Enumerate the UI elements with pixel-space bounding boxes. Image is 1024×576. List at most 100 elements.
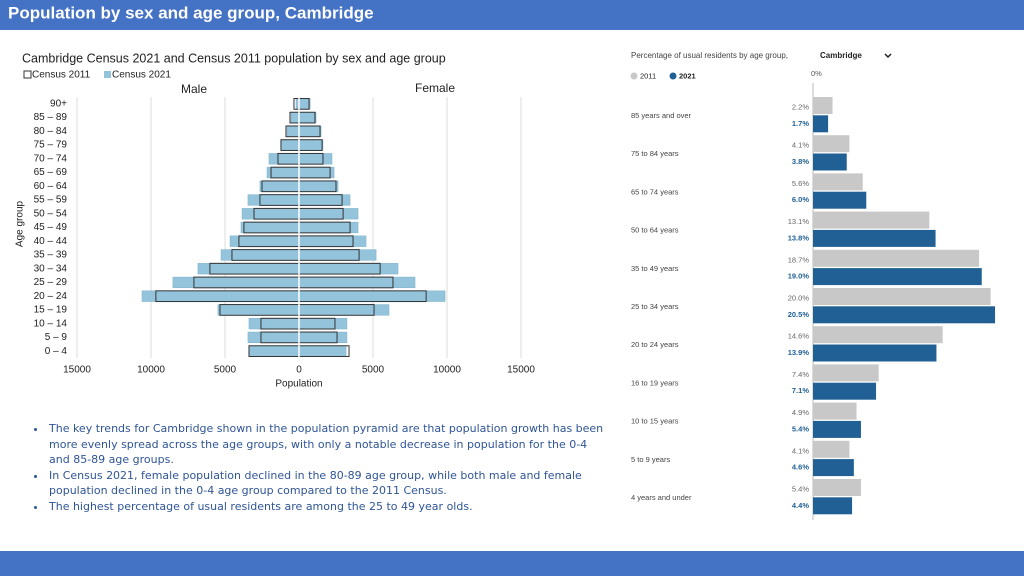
y-tick-label: 20 – 24: [34, 291, 68, 302]
bar: [298, 345, 347, 357]
legend-label: 2021: [679, 71, 696, 80]
y-tick-label: 5 – 9: [45, 332, 68, 343]
y-tick-label: 16 to 19 years: [631, 378, 679, 387]
bar: [298, 331, 348, 344]
value-label: 6.0%: [792, 195, 809, 204]
value-label: 4.1%: [792, 446, 809, 455]
x-tick-label: 5000: [362, 365, 385, 376]
bar: [298, 125, 322, 137]
bar: [298, 98, 311, 110]
notes: The key trends for Cambridge shown in th…: [30, 421, 607, 515]
value-label: 19.0%: [788, 272, 810, 281]
male-label: Male: [181, 82, 207, 96]
legend-swatch: [104, 71, 111, 78]
bar: [298, 139, 324, 151]
value-label: 20.0%: [788, 293, 810, 302]
bar: [298, 208, 359, 220]
bar: [298, 111, 317, 124]
y-tick-label: 50 to 64 years: [631, 226, 679, 235]
y-tick-label: 35 – 39: [34, 250, 68, 261]
bar: [813, 497, 853, 515]
y-tick-label: 20 to 24 years: [631, 340, 679, 349]
bar: [813, 479, 861, 496]
area-selector[interactable]: Cambridge: [820, 51, 862, 60]
bar: [813, 229, 936, 247]
bar: [813, 306, 996, 324]
value-label: 1.7%: [792, 119, 809, 128]
bar: [813, 97, 833, 114]
bar: [298, 318, 348, 330]
bar: [298, 235, 367, 247]
note: The highest percentage of usual resident…: [47, 499, 607, 515]
bar: [813, 268, 982, 286]
value-label: 7.1%: [792, 386, 809, 395]
bar: [298, 304, 390, 316]
footer-bar: [0, 551, 1024, 576]
note: In Census 2021, female population declin…: [47, 468, 607, 499]
y-tick-label: 30 – 34: [34, 263, 68, 274]
bar: [290, 111, 300, 124]
y-tick-label: 10 to 15 years: [631, 417, 679, 426]
bar: [220, 249, 300, 261]
y-tick-label: 75 – 79: [34, 140, 68, 151]
bar: [298, 276, 416, 289]
bar: [813, 364, 879, 382]
y-tick-label: 65 to 74 years: [631, 187, 679, 196]
value-label: 20.5%: [788, 310, 810, 319]
value-label: 5.6%: [792, 179, 809, 188]
bar: [813, 211, 930, 229]
y-tick-label: 60 – 64: [34, 181, 68, 192]
bar: [298, 166, 335, 179]
x-tick-label: 15000: [63, 365, 91, 376]
y-tick-label: 25 to 34 years: [631, 302, 679, 311]
bar: [298, 249, 377, 261]
legend-label: Census 2021: [112, 70, 171, 81]
y-tick-label: 70 – 74: [34, 153, 68, 164]
y-tick-label: 40 – 44: [34, 236, 68, 247]
bar: [240, 221, 300, 234]
value-label: 4.6%: [792, 463, 809, 472]
bar: [217, 304, 300, 316]
bar: [247, 331, 300, 344]
x-tick-label: 0: [296, 365, 302, 376]
value-label: 7.4%: [792, 370, 809, 379]
x-tick-label: 5000: [214, 365, 237, 376]
bar: [298, 153, 333, 165]
dropdown-chevron[interactable]: [884, 53, 892, 59]
legend-swatch: [630, 72, 638, 80]
x-axis-label: Population: [275, 379, 322, 390]
bar: [266, 166, 300, 179]
value-label: 13.8%: [788, 233, 810, 242]
bar: [813, 402, 857, 420]
value-label: 5.4%: [792, 424, 809, 433]
y-tick-label: 10 – 14: [34, 318, 68, 329]
legend-swatch: [23, 70, 32, 79]
bar: [298, 221, 359, 234]
y-tick-label: 90+: [50, 99, 67, 110]
value-label: 4.1%: [792, 141, 809, 150]
bar: [280, 139, 300, 151]
y-tick-label: 50 – 54: [34, 208, 68, 219]
y-tick-label: 85 years and over: [631, 111, 692, 120]
bar: [813, 153, 847, 171]
bar: [813, 288, 991, 305]
legend-label: 2011: [640, 71, 656, 80]
bar: [813, 326, 943, 344]
bar: [241, 208, 300, 220]
slide-title: Population by sex and age group, Cambrid…: [8, 3, 374, 22]
y-tick-label: 80 – 84: [34, 126, 68, 137]
bar: [813, 382, 877, 400]
bar: [298, 180, 339, 192]
bar: [247, 194, 300, 206]
y-tick-label: 65 – 69: [34, 167, 68, 178]
x-tick-label: 0%: [811, 69, 822, 78]
y-axis-label: Age group: [15, 200, 26, 247]
legend-swatch: [669, 72, 677, 80]
bar: [229, 235, 300, 247]
bar: [172, 276, 300, 289]
bar: [248, 345, 300, 357]
note: The key trends for Cambridge shown in th…: [47, 421, 607, 468]
value-label: 13.9%: [788, 348, 810, 357]
